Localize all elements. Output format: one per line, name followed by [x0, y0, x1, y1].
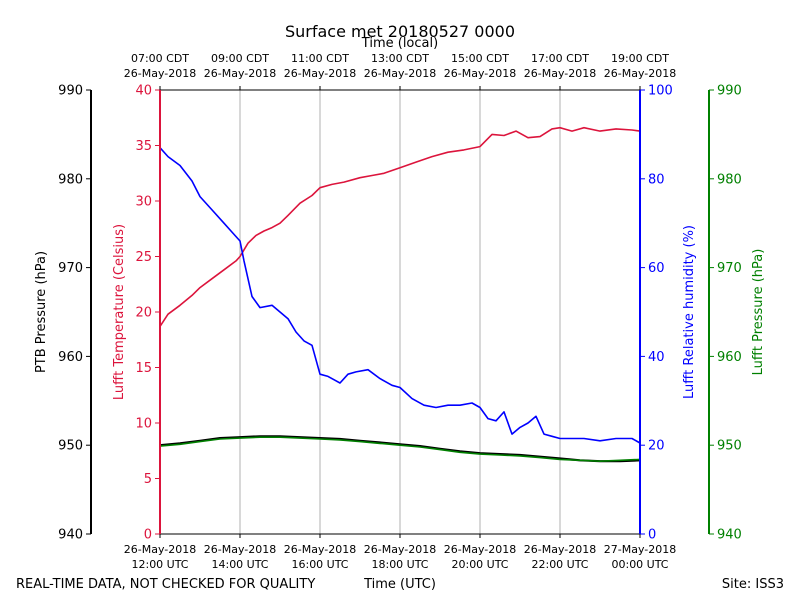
lufft-p-tick-label: 980 — [717, 172, 742, 187]
x-tick-utc-time: 22:00 UTC — [531, 558, 588, 571]
temp-tick-label: 20 — [135, 306, 152, 321]
temp-tick-label: 30 — [135, 195, 152, 210]
x-tick-utc-time: 00:00 UTC — [611, 558, 668, 571]
rh-axis-label: Lufft Relative humidity (%) — [682, 225, 697, 399]
site-label: Site: ISS3 — [722, 577, 784, 592]
x-tick-utc-time: 16:00 UTC — [291, 558, 348, 571]
rh-tick-label: 0 — [648, 528, 656, 543]
lufft-p-tick-label: 970 — [717, 261, 742, 276]
quality-disclaimer: REAL-TIME DATA, NOT CHECKED FOR QUALITY — [16, 577, 315, 592]
ptb-tick-label: 980 — [58, 172, 83, 187]
x-tick-utc-time: 18:00 UTC — [371, 558, 428, 571]
x-tick-utc-time: 12:00 UTC — [131, 558, 188, 571]
series-line-lufft-temperature — [159, 126, 641, 327]
ptb-tick-label: 950 — [58, 439, 83, 454]
x-tick-local-time: 13:00 CDT — [371, 52, 429, 65]
series-lines — [159, 126, 641, 463]
x-tick-local-date: 26-May-2018 — [524, 67, 596, 80]
gridlines — [239, 90, 561, 534]
lufft-p-axis-label: Lufft Pressure (hPa) — [751, 249, 766, 376]
temp-tick-label: 10 — [135, 417, 152, 432]
x-tick-local-date: 26-May-2018 — [604, 67, 676, 80]
temp-tick-label: 40 — [135, 84, 152, 99]
x-tick-local-date: 26-May-2018 — [444, 67, 516, 80]
lufft-p-tick-label: 990 — [717, 84, 742, 99]
x-tick-utc-time: 14:00 UTC — [211, 558, 268, 571]
x-axis-label: Time (UTC) — [363, 577, 436, 592]
ptb-axis-label: PTB Pressure (hPa) — [34, 251, 49, 373]
x-tick-local-date: 26-May-2018 — [364, 67, 436, 80]
temp-tick-label: 15 — [135, 361, 152, 376]
x-tick-utc-date: 26-May-2018 — [524, 543, 596, 556]
ptb-tick-label: 960 — [58, 350, 83, 365]
x-tick-local-time: 19:00 CDT — [611, 52, 669, 65]
x-tick-local-time: 11:00 CDT — [291, 52, 349, 65]
rh-tick-label: 20 — [648, 439, 665, 454]
ptb-tick-label: 990 — [58, 84, 83, 99]
series-line-lufft-relative-humidity — [159, 147, 641, 444]
rh-tick-label: 40 — [648, 350, 665, 365]
ptb-tick-label: 940 — [58, 528, 83, 543]
temp-tick-label: 35 — [135, 139, 152, 154]
x-tick-local-time: 15:00 CDT — [451, 52, 509, 65]
x-tick-utc-time: 20:00 UTC — [451, 558, 508, 571]
x-tick-local-time: 07:00 CDT — [131, 52, 189, 65]
series-line-ptb-pressure — [159, 435, 641, 463]
lufft-p-tick-label: 960 — [717, 350, 742, 365]
x-tick-utc-date: 26-May-2018 — [124, 543, 196, 556]
x-tick-utc-date: 26-May-2018 — [284, 543, 356, 556]
ptb-tick-label: 970 — [58, 261, 83, 276]
x-tick-utc-date: 26-May-2018 — [444, 543, 516, 556]
x-ticks: 26-May-2018 12:00 UTC 26-May-2018 14:00 UTC… — [124, 52, 676, 571]
x-tick-local-date: 26-May-2018 — [284, 67, 356, 80]
x-tick-local-date: 26-May-2018 — [204, 67, 276, 80]
x-tick-local-time: 17:00 CDT — [531, 52, 589, 65]
rh-tick-label: 80 — [648, 172, 665, 187]
x-tick-local-date: 26-May-2018 — [124, 67, 196, 80]
chart-title: Surface met 20180527 0000 — [285, 22, 515, 41]
x-tick-utc-date: 26-May-2018 — [204, 543, 276, 556]
temp-axis-label: Lufft Temperature (Celsius) — [112, 224, 127, 400]
axes: 940 950 960 970 980 990 PTB Pressure (hPa) 0 5 10… — [34, 84, 766, 543]
x-tick-utc-date: 26-May-2018 — [364, 543, 436, 556]
x-tick-local-time: 09:00 CDT — [211, 52, 269, 65]
temp-tick-label: 5 — [144, 472, 152, 487]
lufft-p-tick-label: 950 — [717, 439, 742, 454]
rh-tick-label: 100 — [648, 84, 673, 99]
temp-tick-label: 25 — [135, 250, 152, 265]
rh-tick-label: 60 — [648, 261, 665, 276]
x-tick-utc-date: 27-May-2018 — [604, 543, 676, 556]
top-axis-label: Time (local) — [361, 36, 438, 51]
temp-tick-label: 0 — [144, 528, 152, 543]
series-line-lufft-pressure — [159, 436, 641, 462]
lufft-p-tick-label: 940 — [717, 528, 742, 543]
